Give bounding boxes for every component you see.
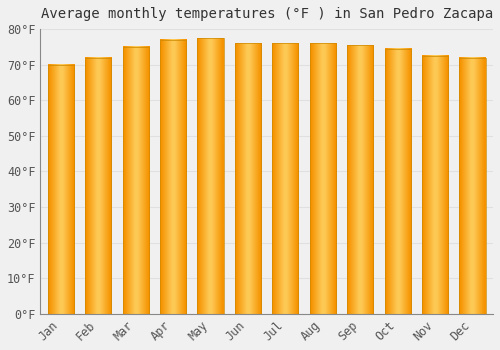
Bar xyxy=(384,49,410,314)
Bar xyxy=(460,57,485,314)
Bar xyxy=(122,47,149,314)
Bar xyxy=(160,40,186,314)
Bar xyxy=(48,65,74,314)
Bar xyxy=(198,38,224,314)
Bar xyxy=(272,43,298,314)
Bar xyxy=(310,43,336,314)
Bar xyxy=(235,43,261,314)
Bar xyxy=(422,56,448,314)
Bar xyxy=(347,45,374,314)
Bar xyxy=(85,57,112,314)
Title: Average monthly temperatures (°F ) in San Pedro Zacapa: Average monthly temperatures (°F ) in Sa… xyxy=(40,7,493,21)
